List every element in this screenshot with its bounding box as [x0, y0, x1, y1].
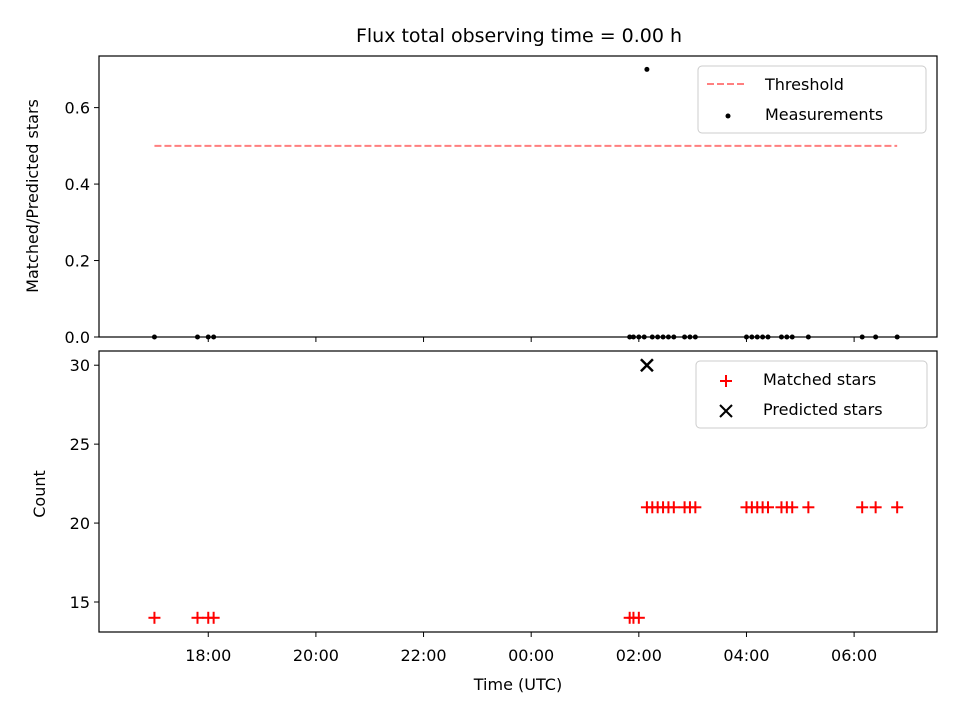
top-x-ticks — [207, 337, 855, 342]
x-tick-label: 20:00 — [293, 646, 339, 665]
legend-predicted-label: Predicted stars — [763, 400, 883, 419]
matched-star-marker — [689, 501, 702, 514]
top-y-tick-label: 0.2 — [65, 252, 90, 271]
measurement-point — [644, 66, 650, 72]
bottom-axes-frame — [98, 350, 938, 633]
bottom-y-tick-label: 30 — [70, 356, 90, 375]
top-y-tick-label: 0.4 — [65, 175, 90, 194]
matched-star-marker — [891, 501, 904, 514]
top-y-axis-label: Matched/Predicted stars — [23, 99, 42, 293]
bottom-y-ticks: 15 20 25 30 — [70, 356, 99, 612]
predicted-star-marker — [640, 358, 654, 373]
bottom-legend: Matched stars Predicted stars — [695, 360, 928, 429]
x-axis-label: Time (UTC) — [473, 675, 562, 694]
x-tick-label: 04:00 — [723, 646, 769, 665]
matched-star-marker — [207, 611, 220, 624]
matched-star-marker — [856, 501, 869, 514]
top-axes: 0.0 0.2 0.4 0.6 Matched/Predicted stars Thr… — [23, 55, 938, 347]
x-tick-label: 18:00 — [185, 646, 231, 665]
bottom-y-tick-label: 15 — [70, 593, 90, 612]
matched-star-marker — [667, 501, 680, 514]
bottom-legend-box — [695, 360, 928, 429]
chart-title: Flux total observing time = 0.00 h — [356, 25, 682, 47]
matched-star-marker — [802, 501, 815, 514]
legend-matched-label: Matched stars — [763, 370, 876, 389]
top-legend: Threshold Measurements — [697, 65, 927, 134]
matched-star-marker — [786, 501, 799, 514]
bottom-axes: 15 20 25 30 18:00 20:00 22:00 00:00 02:00 04:00 0… — [30, 350, 938, 694]
x-tick-label: 02:00 — [616, 646, 662, 665]
matched-star-marker — [762, 501, 775, 514]
matched-star-marker — [191, 611, 204, 624]
matched-star-marker — [148, 611, 161, 624]
bottom-y-tick-label: 25 — [70, 435, 90, 454]
x-tick-label: 22:00 — [400, 646, 446, 665]
top-y-tick-label: 0.0 — [65, 328, 90, 347]
bottom-y-axis-label: Count — [30, 470, 49, 518]
legend-predicted-swatch — [719, 404, 733, 418]
legend-measurements-label: Measurements — [765, 105, 883, 124]
bottom-plot-area — [148, 358, 904, 624]
bottom-y-tick-label: 20 — [70, 514, 90, 533]
x-tick-label: 00:00 — [508, 646, 554, 665]
legend-threshold-label: Threshold — [764, 75, 844, 94]
top-y-tick-label: 0.6 — [65, 99, 90, 118]
legend-measurements-swatch — [725, 113, 731, 119]
top-axes-frame — [98, 55, 938, 338]
bottom-x-ticks: 18:00 20:00 22:00 00:00 02:00 04:00 06:00 — [185, 632, 877, 665]
legend-matched-swatch — [720, 375, 732, 387]
x-tick-label: 06:00 — [831, 646, 877, 665]
top-y-ticks: 0.0 0.2 0.4 0.6 — [65, 99, 99, 347]
top-legend-box — [697, 65, 927, 134]
matched-star-marker — [869, 501, 882, 514]
matched-star-marker — [632, 611, 645, 624]
